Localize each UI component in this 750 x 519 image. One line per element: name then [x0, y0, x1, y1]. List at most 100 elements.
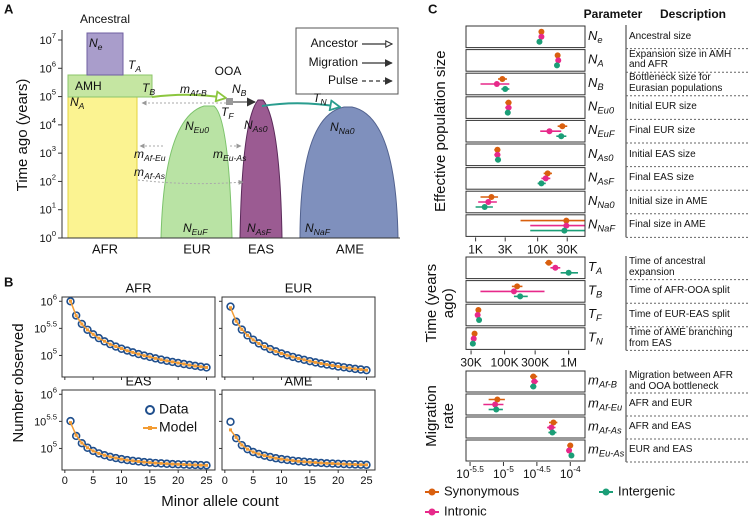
model-point: [120, 457, 123, 461]
model-point: [108, 455, 112, 459]
parameter-symbol: TN: [588, 330, 603, 347]
estimate: [495, 156, 502, 163]
model-point: [325, 461, 329, 465]
model-point: [171, 360, 174, 364]
x-tick-label: 3K: [498, 243, 513, 257]
panel-title: EUR: [285, 280, 312, 295]
symbol: N: [588, 28, 598, 43]
estimate: [568, 452, 575, 459]
legend-marker: [602, 488, 610, 496]
x-tick-label: 10: [275, 475, 287, 487]
symbol-sub: As0: [252, 124, 268, 134]
legend-label: Pulse: [328, 73, 358, 87]
model-point: [280, 457, 283, 461]
estimate: [470, 335, 477, 342]
model-label: NAs0: [244, 118, 268, 134]
model-point: [274, 456, 278, 460]
model-point: [291, 459, 295, 463]
symbol-sub: e: [98, 42, 103, 52]
symbol-sub: e: [597, 35, 602, 45]
estimate: [567, 442, 574, 449]
parameter-symbol: mAf-Eu: [588, 396, 623, 413]
estimate: [563, 222, 570, 229]
symbol-sub: B: [596, 290, 602, 300]
tick-exp: -5.5: [470, 464, 485, 474]
symbol-sub: Af-As: [143, 171, 166, 181]
model-point: [80, 322, 84, 326]
estimate: [502, 86, 509, 92]
estimate: [517, 293, 524, 300]
y-tick-label: 106: [40, 385, 57, 401]
symbol: T: [313, 91, 322, 105]
model-point: [365, 368, 368, 372]
model-point: [114, 456, 118, 460]
description-cell: Time of EUR-EAS split: [629, 309, 730, 319]
y-tick-label: 106: [40, 292, 57, 308]
model-point: [336, 365, 340, 369]
model-label: AMH: [75, 79, 102, 93]
symbol-sub: F: [596, 313, 603, 323]
model-point: [285, 353, 289, 357]
model-point: [188, 363, 191, 367]
y-tick-label: 102: [39, 172, 56, 188]
model-point: [165, 462, 169, 466]
estimate: [538, 33, 545, 40]
estimate: [542, 175, 549, 182]
tick-exp: 5: [53, 346, 57, 355]
model-point: [74, 433, 78, 437]
parameter-symbol: NEu0: [588, 99, 615, 116]
tick-exp: -4.5: [536, 464, 551, 474]
model-point: [331, 462, 334, 466]
parameter-symbol: NEuF: [588, 123, 616, 140]
plot-frame: [61, 296, 216, 378]
model-point: [193, 364, 197, 368]
parameter-symbol: NNa0: [588, 193, 615, 210]
tick-exp: 4: [52, 116, 57, 125]
data-point: [83, 325, 92, 334]
model-point: [331, 364, 334, 368]
model-point: [165, 359, 169, 363]
model-label: NAsF: [247, 221, 272, 237]
x-tick-label: 10-5: [493, 464, 514, 481]
symbol: T: [142, 81, 151, 95]
model-point: [268, 455, 272, 459]
estimate: [566, 447, 573, 454]
description-cell: Initial EUR size: [629, 102, 697, 112]
model-point: [353, 367, 357, 371]
model-point: [154, 356, 157, 360]
model-point: [120, 347, 123, 351]
y-tick-label: 105: [40, 346, 57, 362]
estimate: [471, 330, 478, 337]
symbol: N: [330, 120, 339, 134]
y-axis-title: Number observed: [10, 323, 27, 442]
symbol: m: [588, 442, 599, 457]
x-tick-label: 20: [172, 475, 184, 487]
parameter-description: Bottleneck size for Eurasian populations: [629, 72, 723, 94]
estimate: [485, 199, 492, 205]
data-point: [145, 352, 155, 362]
description-cell: Final EUR size: [629, 125, 695, 135]
model-point: [359, 463, 363, 467]
description-cell: Time of AME branching from EAS: [629, 327, 733, 348]
row-frame: [465, 416, 586, 439]
row-frame: [465, 439, 586, 462]
model-point: [97, 451, 101, 455]
x-tick-label: 25: [200, 475, 212, 487]
model-point: [314, 461, 317, 465]
model-point: [234, 435, 238, 439]
model-point: [199, 365, 203, 369]
legend-marker: [428, 508, 436, 516]
description-cell: Time of ancestral expansion: [629, 257, 705, 278]
model-label: TF: [221, 105, 234, 121]
legend-marker: [428, 488, 436, 496]
tick-exp: 6: [53, 385, 57, 394]
x-tick-label: 1M: [560, 356, 577, 370]
model-point: [229, 428, 232, 432]
row-frame: [465, 72, 586, 96]
group-title: Effective population size: [431, 50, 448, 212]
data-point: [294, 354, 303, 363]
model-point: [148, 355, 152, 359]
data-point: [231, 433, 241, 443]
row-frame: [465, 393, 586, 416]
model-point: [86, 328, 89, 332]
